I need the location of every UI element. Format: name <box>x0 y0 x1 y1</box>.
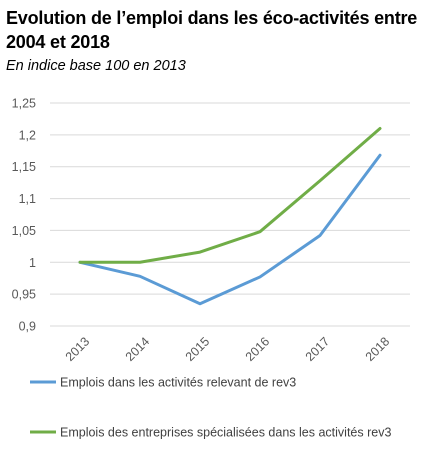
chart-subtitle: En indice base 100 en 2013 <box>6 58 186 74</box>
y-tick-label: 1,2 <box>19 128 36 142</box>
y-tick-label: 0,9 <box>19 320 36 334</box>
x-tick-label: 2016 <box>243 334 273 364</box>
x-tick-label: 2017 <box>303 334 333 364</box>
x-tick-label: 2018 <box>363 334 393 364</box>
y-tick-label: 1,15 <box>12 160 36 174</box>
y-tick-label: 1,05 <box>12 224 36 238</box>
y-tick-label: 1 <box>29 256 36 270</box>
series-line-1 <box>78 153 382 306</box>
series-line-2 <box>78 126 382 264</box>
y-tick-label: 0,95 <box>12 288 36 302</box>
x-tick-label: 2014 <box>123 334 153 364</box>
x-tick-label: 2015 <box>183 334 213 364</box>
y-tick-label: 1,1 <box>19 192 36 206</box>
legend-label-2: Emplois des entreprises spécialisées dan… <box>60 426 391 440</box>
y-tick-label: 1,25 <box>12 97 36 111</box>
x-tick-label: 2013 <box>63 334 93 364</box>
legend-label-1: Emplois dans les activités relevant de r… <box>60 376 296 390</box>
chart-title: Evolution de l’emploi dans les éco-activ… <box>6 8 418 52</box>
